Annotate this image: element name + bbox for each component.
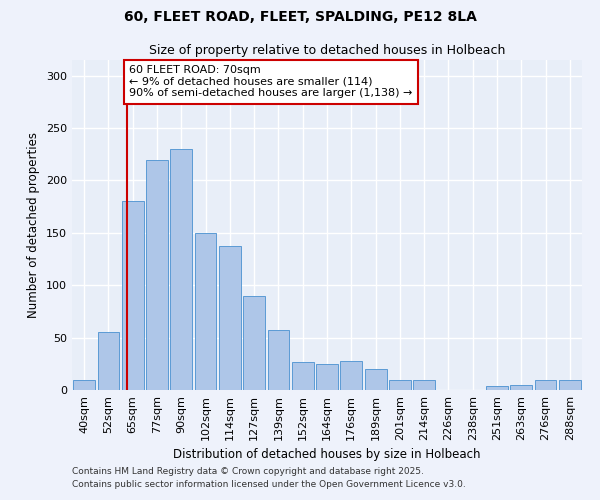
Text: 60, FLEET ROAD, FLEET, SPALDING, PE12 8LA: 60, FLEET ROAD, FLEET, SPALDING, PE12 8L… (124, 10, 476, 24)
Bar (559, 380, 581, 390)
Y-axis label: Number of detached properties: Number of detached properties (28, 132, 40, 318)
Bar (486, 386, 508, 390)
Bar (97, 332, 119, 390)
Bar (413, 380, 435, 390)
Text: Contains HM Land Registry data © Crown copyright and database right 2025.
Contai: Contains HM Land Registry data © Crown c… (72, 468, 466, 489)
Bar (194, 233, 217, 390)
Bar (316, 364, 338, 390)
Bar (122, 202, 143, 390)
Bar (243, 296, 265, 390)
Bar (73, 380, 95, 390)
X-axis label: Distribution of detached houses by size in Holbeach: Distribution of detached houses by size … (173, 448, 481, 462)
Bar (219, 246, 241, 390)
Bar (340, 360, 362, 390)
Title: Size of property relative to detached houses in Holbeach: Size of property relative to detached ho… (149, 44, 505, 58)
Text: 60 FLEET ROAD: 70sqm
← 9% of detached houses are smaller (114)
90% of semi-detac: 60 FLEET ROAD: 70sqm ← 9% of detached ho… (129, 65, 412, 98)
Bar (292, 362, 314, 390)
Bar (170, 149, 192, 390)
Bar (535, 380, 556, 390)
Bar (146, 160, 168, 390)
Bar (511, 385, 532, 390)
Bar (268, 330, 289, 390)
Bar (389, 380, 411, 390)
Bar (365, 369, 386, 390)
